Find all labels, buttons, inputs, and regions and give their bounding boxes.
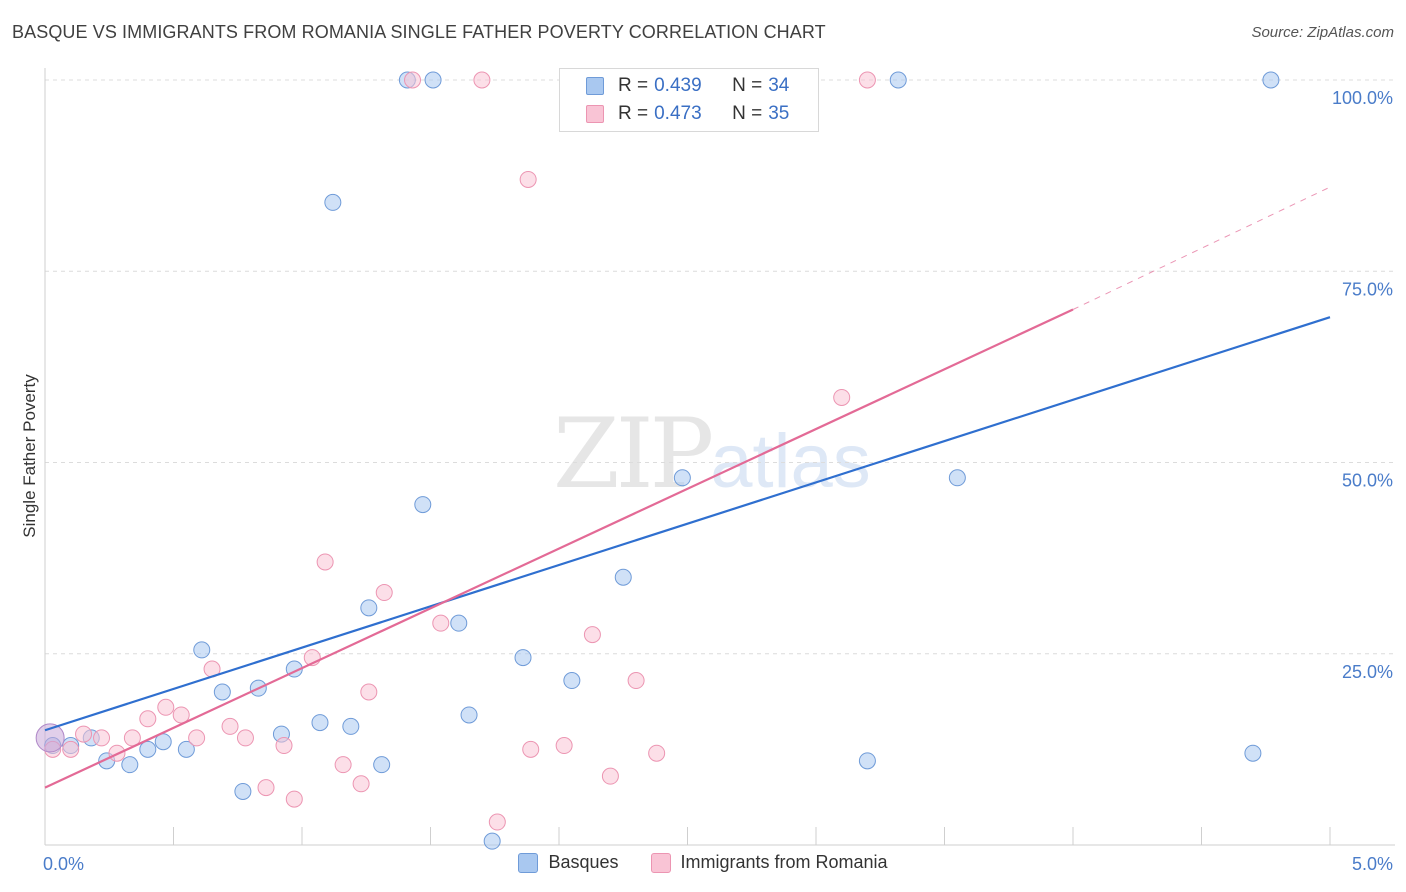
romania-point <box>488 813 506 831</box>
r-value-basques: 0.439 <box>654 75 702 96</box>
basques-point <box>139 740 157 758</box>
stats-legend-row-romania: R = 0.473 N = 35 <box>586 101 789 127</box>
chart-title: BASQUE VS IMMIGRANTS FROM ROMANIA SINGLE… <box>12 22 826 42</box>
basques-point <box>858 752 876 770</box>
basques-point <box>563 672 581 690</box>
romania-point <box>75 725 93 743</box>
y-tick-label: 50.0% <box>1342 471 1393 491</box>
basques-point <box>311 714 329 732</box>
romania-swatch <box>586 105 604 123</box>
basques-point <box>483 832 501 850</box>
romania-trend-extension <box>1072 186 1331 310</box>
romania-point <box>473 71 491 89</box>
basques-point <box>889 71 907 89</box>
legend-label-romania: Immigrants from Romania <box>680 852 888 872</box>
legend-swatch-basques <box>518 852 539 873</box>
romania-point <box>93 729 111 747</box>
romania-point <box>522 740 540 758</box>
r-label: R = <box>618 75 649 96</box>
x-tick-label: 5.0% <box>1352 854 1393 874</box>
romania-point <box>221 717 239 735</box>
n-value-romania: 35 <box>768 103 790 124</box>
romania-point <box>352 775 370 793</box>
legend-item-basques[interactable]: Basques <box>518 852 619 873</box>
basques-point <box>373 756 391 774</box>
romania-point <box>404 71 422 89</box>
basques-point <box>450 614 468 632</box>
romania-point <box>139 710 157 728</box>
basques-point <box>1262 71 1280 89</box>
basques-point <box>460 706 478 724</box>
bottom-legend: Basques Immigrants from Romania <box>0 852 1406 873</box>
basques-trend-line <box>44 316 1331 732</box>
r-label: R = <box>618 103 649 124</box>
legend-label-basques: Basques <box>548 852 619 872</box>
romania-point <box>157 698 175 716</box>
basques-point <box>234 782 252 800</box>
basques-point <box>213 683 231 701</box>
romania-point <box>285 790 303 808</box>
romania-point <box>583 626 601 644</box>
basques-swatch <box>586 77 604 95</box>
romania-point <box>648 744 666 762</box>
romania-point <box>188 729 206 747</box>
basques-point <box>948 469 966 487</box>
romania-point <box>555 737 573 755</box>
watermark-zip: ZIP <box>553 398 714 510</box>
basques-point <box>360 599 378 617</box>
romania-point <box>601 767 619 785</box>
romania-point <box>236 729 254 747</box>
basques-point <box>121 756 139 774</box>
romania-point <box>858 71 876 89</box>
stats-legend-row-basques: R = 0.439 N = 34 <box>586 73 789 99</box>
romania-point <box>334 756 352 774</box>
basques-point <box>342 717 360 735</box>
romania-point <box>257 779 275 797</box>
source-label: Source: ZipAtlas.com <box>1251 24 1394 41</box>
y-tick-label: 100.0% <box>1332 88 1393 108</box>
basques-point <box>414 496 432 514</box>
romania-point <box>275 737 293 755</box>
romania-point <box>375 584 393 602</box>
basques-point <box>324 193 342 211</box>
watermark: ZIPatlas <box>553 398 871 510</box>
romania-point <box>316 553 334 571</box>
x-tick-label: 0.0% <box>43 854 84 874</box>
n-label: N = <box>732 75 763 96</box>
basques-point <box>1244 744 1262 762</box>
cluster-point <box>35 723 65 753</box>
romania-trend-line <box>44 308 1074 789</box>
n-label: N = <box>732 103 763 124</box>
basques-point <box>614 568 632 586</box>
romania-point <box>627 672 645 690</box>
stats-legend: R = 0.439 N = 34 R = 0.473 N = 35 <box>559 68 819 132</box>
n-value-basques: 34 <box>768 75 790 96</box>
romania-point <box>833 388 851 406</box>
r-value-romania: 0.473 <box>654 103 702 124</box>
basques-point <box>177 740 195 758</box>
legend-swatch-romania <box>650 852 671 873</box>
romania-point <box>172 706 190 724</box>
romania-point <box>360 683 378 701</box>
legend-item-romania[interactable]: Immigrants from Romania <box>650 852 888 873</box>
romania-point <box>519 170 537 188</box>
romania-point <box>432 614 450 632</box>
romania-point <box>62 740 80 758</box>
basques-point <box>193 641 211 659</box>
basques-point <box>673 469 691 487</box>
y-tick-label: 75.0% <box>1342 279 1393 299</box>
y-tick-label: 25.0% <box>1342 662 1393 682</box>
basques-point <box>514 649 532 667</box>
basques-point <box>424 71 442 89</box>
